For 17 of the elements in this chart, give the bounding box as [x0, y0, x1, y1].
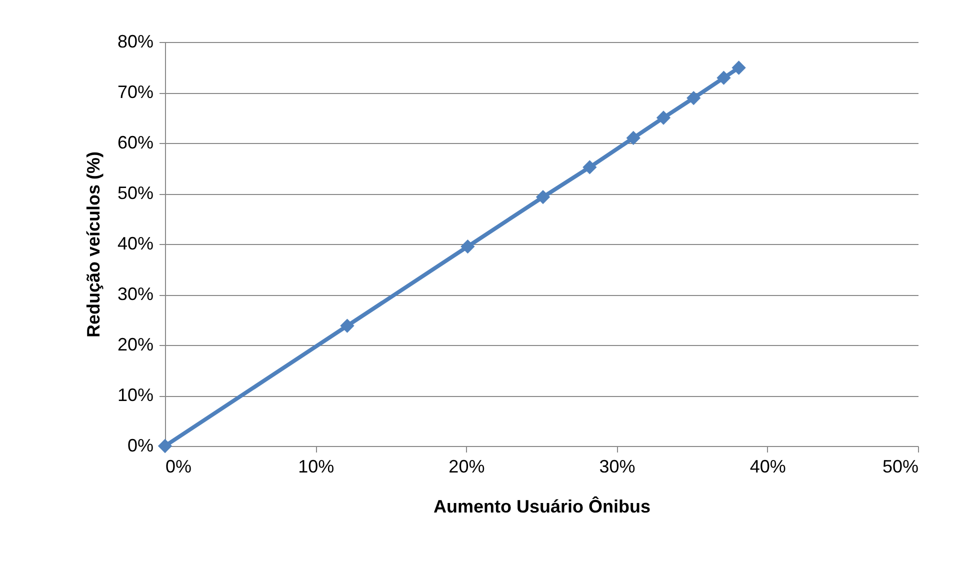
y-tick-label: 0%	[127, 436, 154, 456]
y-tick-label: 50%	[117, 183, 154, 203]
x-tick-label: 0%	[166, 456, 192, 476]
y-axis-title: Redução veículos (%)	[83, 151, 104, 338]
x-axis-title: Aumento Usuário Ônibus	[433, 496, 651, 516]
y-tick-label: 60%	[117, 132, 154, 152]
x-tick-label: 20%	[448, 456, 485, 476]
x-tick-label: 10%	[298, 456, 334, 476]
y-tick-label: 70%	[117, 82, 154, 102]
x-tick-label: 30%	[599, 456, 636, 476]
y-tick-label: 80%	[117, 32, 154, 52]
x-tick-label: 40%	[750, 456, 786, 476]
y-tick-label: 30%	[117, 284, 154, 304]
y-tick-label: 10%	[117, 385, 154, 405]
y-tick-label: 40%	[117, 234, 154, 254]
x-tick-label: 50%	[882, 456, 918, 476]
y-tick-label: 20%	[117, 334, 154, 354]
